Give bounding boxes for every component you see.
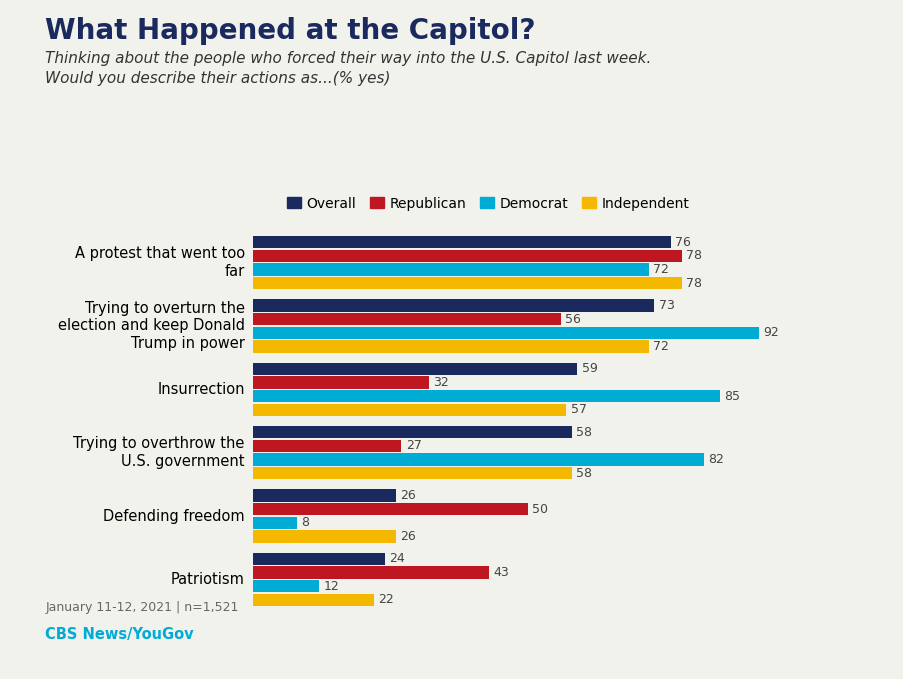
Bar xyxy=(253,517,297,529)
Text: 82: 82 xyxy=(707,453,723,466)
Bar xyxy=(253,467,572,479)
Text: 72: 72 xyxy=(653,263,668,276)
Text: 43: 43 xyxy=(493,566,509,579)
Text: January 11-12, 2021 | n=1,521: January 11-12, 2021 | n=1,521 xyxy=(45,602,238,614)
Bar xyxy=(253,594,374,606)
Text: 8: 8 xyxy=(301,517,309,530)
Bar xyxy=(253,376,429,388)
Text: 57: 57 xyxy=(570,403,586,416)
Bar xyxy=(253,530,396,543)
Text: 32: 32 xyxy=(433,376,449,389)
Text: 73: 73 xyxy=(658,299,674,312)
Bar xyxy=(253,250,681,262)
Text: 58: 58 xyxy=(575,466,591,479)
Text: 92: 92 xyxy=(762,327,778,340)
Text: CBS News/YouGov: CBS News/YouGov xyxy=(45,627,193,642)
Bar xyxy=(253,313,560,325)
Bar xyxy=(253,363,577,375)
Bar xyxy=(253,277,681,289)
Bar xyxy=(253,454,703,466)
Bar xyxy=(253,426,572,438)
Bar xyxy=(253,404,565,416)
Bar xyxy=(253,327,758,339)
Text: 24: 24 xyxy=(389,553,405,566)
Bar xyxy=(253,340,648,352)
Text: 58: 58 xyxy=(575,426,591,439)
Text: 27: 27 xyxy=(405,439,422,452)
Text: 85: 85 xyxy=(724,390,740,403)
Text: 59: 59 xyxy=(581,363,597,375)
Text: 12: 12 xyxy=(323,580,339,593)
Text: 78: 78 xyxy=(685,249,702,262)
Text: 78: 78 xyxy=(685,276,702,289)
Text: 50: 50 xyxy=(532,502,547,515)
Text: What Happened at the Capitol?: What Happened at the Capitol? xyxy=(45,17,535,45)
Bar xyxy=(253,440,401,452)
Bar xyxy=(253,503,527,515)
Bar xyxy=(253,553,385,565)
Bar xyxy=(253,263,648,276)
Bar xyxy=(253,566,489,579)
Text: 26: 26 xyxy=(400,530,415,543)
Text: 72: 72 xyxy=(653,340,668,353)
Bar xyxy=(253,299,654,312)
Bar xyxy=(253,390,720,402)
Bar xyxy=(253,490,396,502)
Text: 76: 76 xyxy=(675,236,690,249)
Bar xyxy=(253,236,670,248)
Bar xyxy=(253,580,319,592)
Text: 22: 22 xyxy=(378,593,394,606)
Text: 56: 56 xyxy=(564,312,581,325)
Legend: Overall, Republican, Democrat, Independent: Overall, Republican, Democrat, Independe… xyxy=(282,191,694,217)
Text: 26: 26 xyxy=(400,489,415,502)
Text: Thinking about the people who forced their way into the U.S. Capitol last week.
: Thinking about the people who forced the… xyxy=(45,51,651,86)
